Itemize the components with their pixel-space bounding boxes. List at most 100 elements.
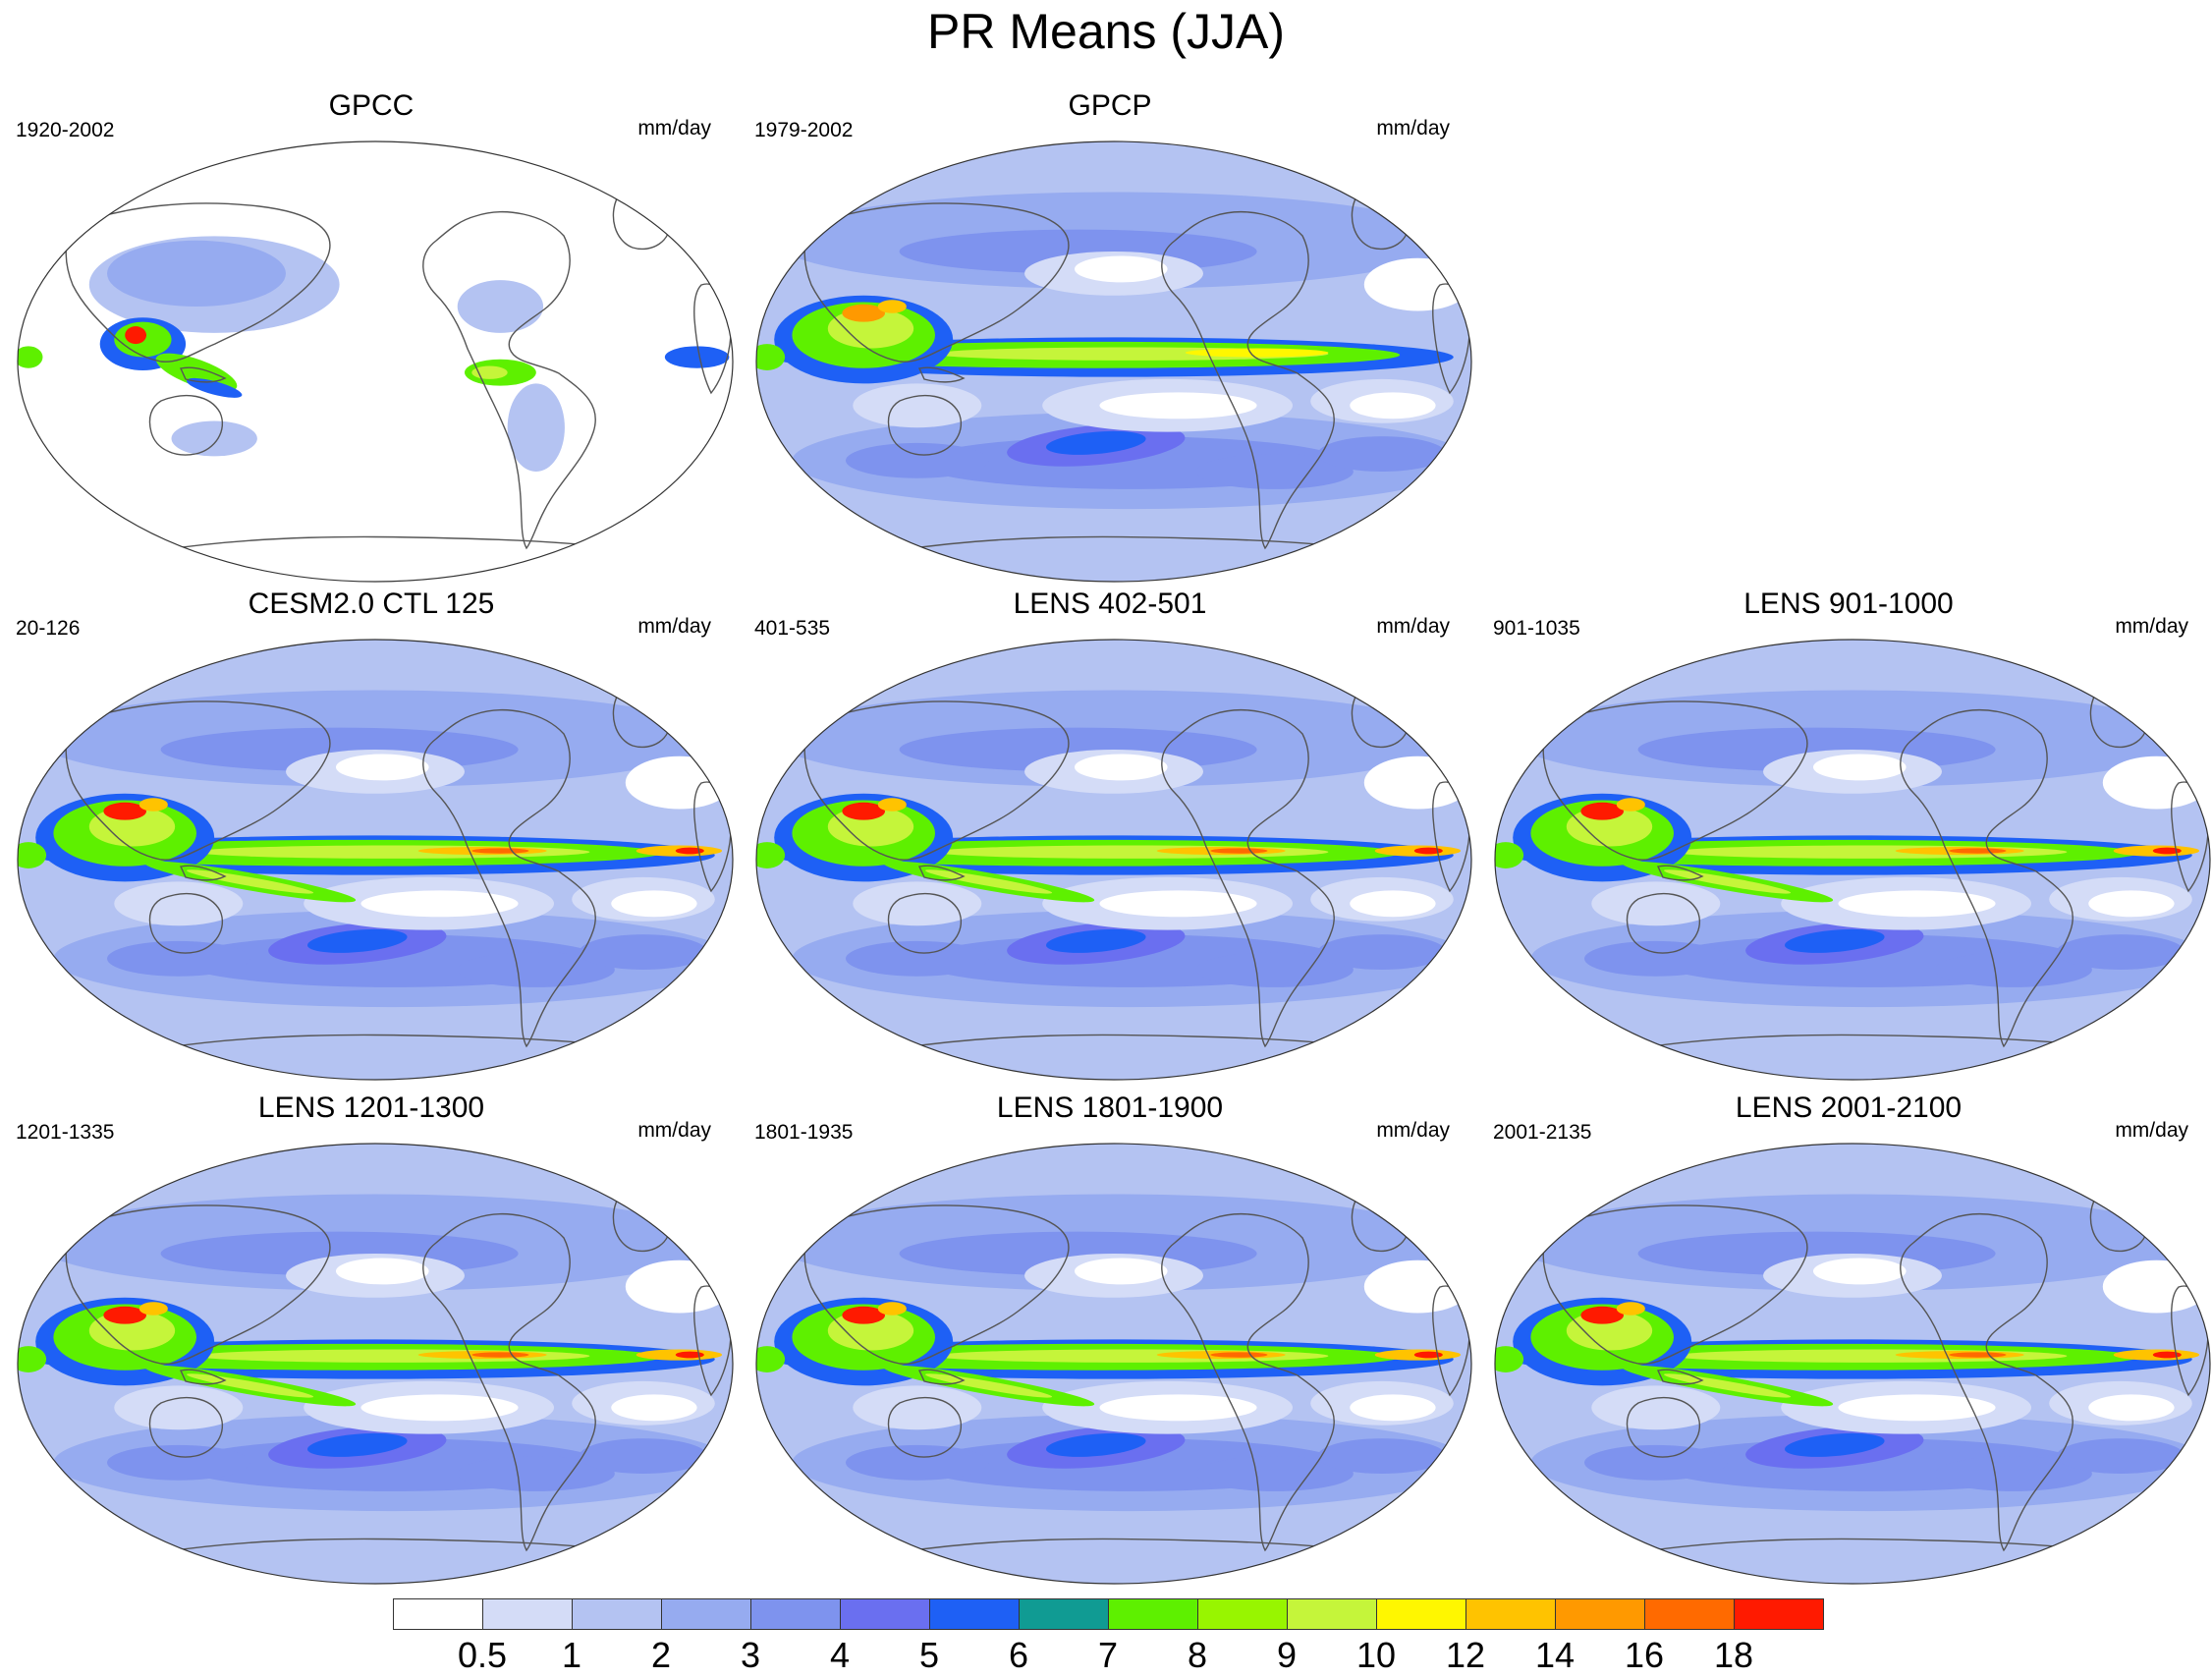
panel-units: mm/day	[637, 615, 711, 638]
precip-contour	[107, 1444, 250, 1481]
precip-contour	[1664, 1373, 1792, 1398]
americas-coastline	[1900, 1213, 2074, 1552]
maritime-continent-coastline	[179, 865, 227, 881]
world-map	[755, 639, 1472, 1081]
panel-years: 1979-2002	[754, 119, 854, 141]
map-panel: GPCC 1920-2002 mm/day	[6, 88, 737, 589]
panel-units: mm/day	[1376, 117, 1450, 140]
colorbar-box	[572, 1598, 662, 1630]
precip-contour	[125, 326, 147, 345]
americas-coastline	[1161, 1213, 1335, 1552]
precip-contour	[457, 1456, 615, 1491]
precip-contour	[171, 420, 257, 457]
colorbar-box	[929, 1598, 1020, 1630]
precip-contour	[2056, 1438, 2185, 1474]
colorbar-box	[482, 1598, 573, 1630]
precip-contour	[1616, 1302, 1645, 1315]
world-map	[17, 639, 734, 1081]
precip-contour	[1495, 1346, 1524, 1372]
colorbar-box	[1376, 1598, 1466, 1630]
precip-contour	[1664, 869, 1792, 894]
precip-contour	[18, 842, 47, 868]
americas-coastline	[1900, 709, 2074, 1048]
precip-contour	[611, 1394, 697, 1422]
world-map	[1494, 1143, 2211, 1585]
map-boundary	[1494, 1143, 2211, 1585]
panel-units: mm/day	[1376, 615, 1450, 638]
maritime-continent-coastline	[917, 1369, 966, 1385]
map-boundary	[755, 639, 1472, 1081]
precip-contour	[107, 940, 250, 977]
australia-coastline	[148, 1396, 223, 1458]
colorbar-box	[1019, 1598, 1109, 1630]
panel-title: LENS 901-1000	[1743, 588, 1954, 620]
maritime-continent-coastline	[917, 865, 966, 881]
precip-contour	[853, 1385, 982, 1430]
panel-title: GPCC	[328, 89, 415, 122]
map-panel: CESM2.0 CTL 125 20-126 mm/day	[6, 587, 737, 1088]
precip-contour	[2102, 756, 2210, 810]
precip-contour	[1350, 392, 1436, 420]
map-boundary	[755, 140, 1472, 583]
panel-years: 1801-1935	[754, 1121, 854, 1144]
panel-title: LENS 2001-2100	[1735, 1091, 1963, 1124]
asia-coastline	[65, 202, 331, 363]
precip-contour	[1838, 1394, 1996, 1422]
americas-coastline	[1161, 211, 1335, 550]
precip-contour	[1317, 934, 1447, 970]
colorbar-box	[661, 1598, 751, 1630]
precip-contour	[335, 754, 429, 781]
precip-contour	[1363, 756, 1471, 810]
precip-contour	[1580, 1306, 1625, 1324]
australia-coastline	[148, 892, 223, 954]
precip-contour	[1616, 798, 1645, 812]
precip-contour	[1317, 1438, 1447, 1474]
panel-years: 2001-2135	[1493, 1121, 1592, 1144]
precip-contour	[756, 344, 786, 370]
precip-contour	[1584, 1444, 1728, 1481]
world-map	[755, 140, 1472, 583]
panel-units: mm/day	[2115, 615, 2188, 638]
colorbar-label: 16	[1624, 1635, 1665, 1675]
precip-contour	[579, 1438, 708, 1474]
colorbar-label: 2	[650, 1635, 672, 1675]
asia-coastline	[1542, 1204, 1808, 1365]
colorbar	[393, 1598, 1824, 1632]
precip-contour	[138, 798, 168, 812]
precip-contour	[1591, 881, 1721, 926]
maritime-continent-coastline	[1656, 865, 1704, 881]
precip-contour	[187, 869, 314, 894]
map-boundary	[17, 1143, 734, 1585]
asia-coastline	[803, 1204, 1070, 1365]
colorbar-label: 12	[1445, 1635, 1486, 1675]
americas-coastline	[422, 211, 596, 550]
precip-contour	[1580, 802, 1625, 820]
precip-contour	[664, 346, 730, 368]
precip-contour	[1185, 348, 1329, 358]
precip-contour	[114, 1385, 244, 1430]
precip-contour	[1317, 436, 1447, 472]
colorbar-box	[1287, 1598, 1377, 1630]
colorbar-label: 3	[740, 1635, 761, 1675]
asia-coastline	[803, 202, 1070, 363]
colorbar-box	[1644, 1598, 1735, 1630]
precip-contour	[360, 1394, 519, 1422]
precip-contour	[457, 952, 615, 987]
precip-contour	[853, 383, 982, 428]
precip-contour	[1195, 1456, 1354, 1491]
asia-coastline	[803, 700, 1070, 861]
panel-years: 1201-1335	[16, 1121, 115, 1144]
precip-contour	[2102, 1259, 2210, 1314]
precip-contour	[842, 304, 886, 322]
precip-contour	[1195, 454, 1354, 489]
precip-contour	[1949, 1352, 2007, 1358]
precip-contour	[335, 1258, 429, 1285]
precip-contour	[1785, 1432, 1885, 1457]
precip-contour	[1949, 848, 2007, 854]
asia-coastline	[65, 700, 331, 861]
coastlines	[803, 195, 1470, 556]
precip-contour	[1099, 392, 1257, 420]
americas-coastline	[1161, 709, 1335, 1048]
colorbar-label: 8	[1187, 1635, 1208, 1675]
precip-contour	[1195, 952, 1354, 987]
